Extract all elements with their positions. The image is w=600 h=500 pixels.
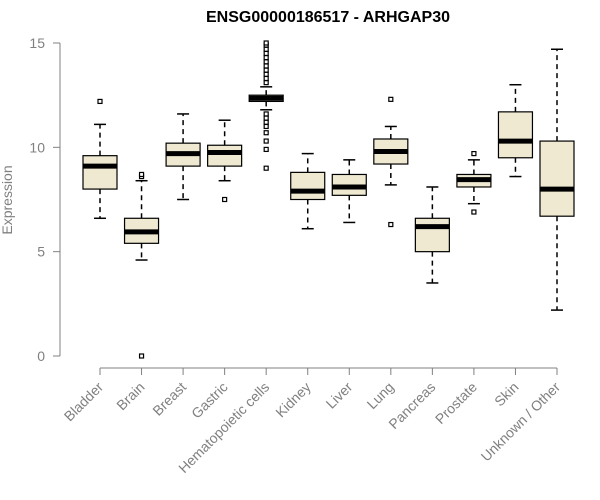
outlier-point xyxy=(263,46,269,52)
outlier-point xyxy=(263,40,269,46)
box-rect xyxy=(82,155,118,190)
box-kidney xyxy=(290,152,326,230)
box-bladder xyxy=(82,98,118,220)
boxes xyxy=(82,40,575,359)
y-tick-label: 15 xyxy=(29,35,45,51)
outlier-point xyxy=(263,50,269,57)
box-liver xyxy=(331,159,367,224)
outlier-point xyxy=(263,130,269,136)
box-rect xyxy=(207,144,243,167)
y-axis-label: Expression xyxy=(0,165,15,234)
x-tick-label: Liver xyxy=(323,379,356,412)
outlier-point xyxy=(263,146,269,153)
outlier-point xyxy=(263,115,269,121)
outlier-point xyxy=(263,165,269,171)
box-rect xyxy=(539,140,575,217)
box-hematopoietic-cells xyxy=(248,40,284,171)
outlier-point xyxy=(263,138,269,144)
outlier-point xyxy=(138,171,145,178)
outlier-point xyxy=(263,67,269,73)
box-breast xyxy=(165,113,201,201)
x-tick-label: Unknown / Other xyxy=(478,379,564,465)
box-gastric xyxy=(207,119,243,203)
x-tick-label: Bladder xyxy=(61,379,107,425)
x-tick-label: Prostate xyxy=(432,379,480,427)
outlier-point xyxy=(263,119,269,125)
x-tick-label: Skin xyxy=(491,379,522,410)
outlier-point xyxy=(263,71,269,77)
outlier-point xyxy=(263,59,269,65)
outlier-point xyxy=(263,111,269,117)
outlier-point xyxy=(263,123,269,130)
box-rect xyxy=(290,171,326,201)
box-brain xyxy=(123,171,160,359)
outlier-point xyxy=(138,353,145,359)
outlier-point xyxy=(97,98,103,105)
box-rect xyxy=(497,111,534,159)
outlier-point xyxy=(263,75,269,82)
outlier-point xyxy=(222,196,228,203)
outlier-point xyxy=(471,150,477,157)
box-unknown-other xyxy=(539,48,575,311)
y-tick-label: 5 xyxy=(37,244,45,260)
y-tick-label: 0 xyxy=(37,348,45,364)
chart-title: ENSG00000186517 - ARHGAP30 xyxy=(206,9,450,26)
box-prostate xyxy=(456,150,492,215)
outlier-point xyxy=(388,221,394,228)
x-tick-label: Lung xyxy=(364,379,397,412)
outlier-point xyxy=(263,80,269,86)
box-pancreas xyxy=(414,186,450,284)
x-tick-label: Brain xyxy=(113,379,147,413)
outlier-point xyxy=(263,55,269,61)
y-tick-label: 10 xyxy=(29,139,45,155)
box-skin xyxy=(497,83,534,178)
box-rect xyxy=(414,217,450,253)
x-tick-label: Kidney xyxy=(272,379,314,421)
x-tick-label: Breast xyxy=(149,379,189,419)
outlier-point xyxy=(471,209,477,215)
box-lung xyxy=(373,96,409,228)
outlier-point xyxy=(263,63,269,69)
outlier-point xyxy=(388,96,394,102)
